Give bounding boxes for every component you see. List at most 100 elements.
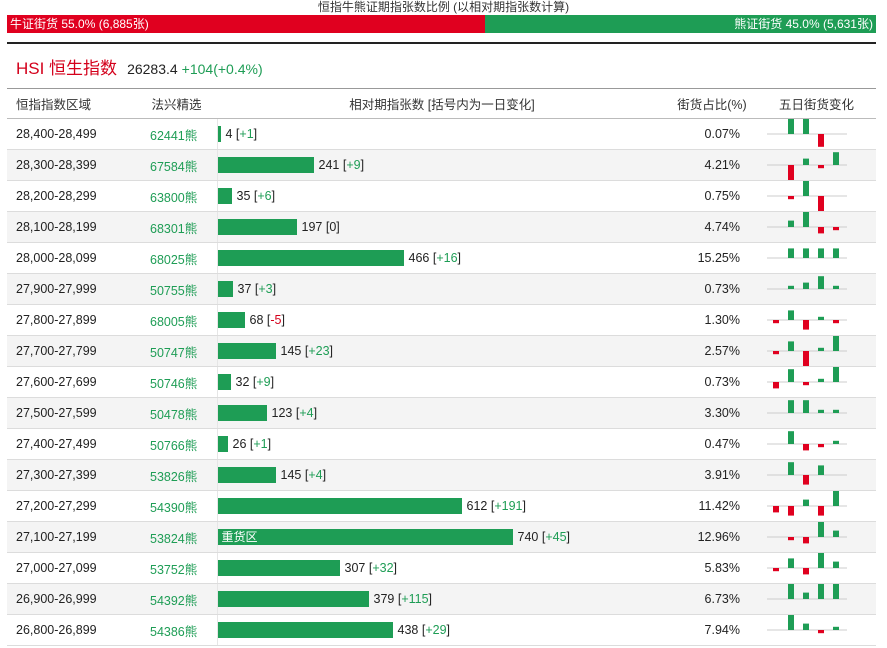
contracts-label: 197 [0] <box>301 220 340 234</box>
contracts-cell: 466 [+16] <box>217 242 667 274</box>
warrant-code-link[interactable]: 50746熊 <box>136 366 218 398</box>
contracts-label: 612 [+191] <box>466 499 526 513</box>
five-day-sparkline <box>767 522 847 544</box>
divider <box>7 88 876 89</box>
contracts-cell: 197 [0] <box>217 211 667 243</box>
table-row: 27,600-27,699 50746熊 32 [+9] 0.73% <box>7 366 876 398</box>
contracts-bar <box>217 312 245 328</box>
warrant-code-link[interactable]: 68025熊 <box>136 242 218 274</box>
contracts-bar <box>217 622 393 638</box>
range-cell: 27,100-27,199 <box>7 521 136 553</box>
table-row: 28,000-28,099 68025熊 466 [+16] 15.25% <box>7 242 876 274</box>
contracts-cell: 123 [+4] <box>217 397 667 429</box>
range-cell: 27,600-27,699 <box>7 366 136 398</box>
contracts-label: 68 [-5] <box>249 313 285 327</box>
contracts-bar <box>217 436 228 452</box>
warrant-code-link[interactable]: 53826熊 <box>136 459 218 491</box>
contracts-count: 68 <box>249 313 264 327</box>
warrant-code-link[interactable]: 67584熊 <box>136 149 218 181</box>
daily-change: +191 <box>494 499 523 513</box>
sparkline-bar <box>803 212 809 227</box>
share-cell: 1.30% <box>667 304 757 336</box>
range-cell: 27,400-27,499 <box>7 428 136 460</box>
sparkline-bar <box>818 196 824 211</box>
sparkline-bar <box>818 347 824 351</box>
contracts-bar <box>217 219 297 235</box>
contracts-cell: 438 [+29] <box>217 614 667 646</box>
contracts-label: 438 [+29] <box>397 623 451 637</box>
sparkline-bar <box>788 462 794 475</box>
contracts-bar <box>217 188 232 204</box>
contracts-bar: 重货区 <box>217 529 513 545</box>
sparkline-bar <box>788 400 794 413</box>
warrant-code-link[interactable]: 62441熊 <box>136 118 218 150</box>
five-day-sparkline <box>767 431 847 451</box>
sparkline-bar <box>818 630 824 634</box>
sparkline-bar <box>833 561 839 568</box>
daily-change: +6 <box>257 189 272 203</box>
sparkline-bar <box>788 310 794 320</box>
sparkline-bar <box>803 592 809 599</box>
index-name[interactable]: HSI 恒生指数 <box>16 59 118 78</box>
warrant-code-link[interactable]: 54390熊 <box>136 490 218 522</box>
warrant-code-link[interactable]: 50747熊 <box>136 335 218 367</box>
five-day-sparkline <box>767 181 847 211</box>
share-cell: 3.30% <box>667 397 757 429</box>
share-cell: 12.96% <box>667 521 757 553</box>
sparkline-bar <box>773 506 779 513</box>
contracts-count: 241 <box>318 158 340 172</box>
warrant-code-link[interactable]: 50766熊 <box>136 428 218 460</box>
divider <box>7 42 876 44</box>
bar-wrap: 379 [+115] <box>217 591 668 607</box>
table-row: 27,500-27,599 50478熊 123 [+4] 3.30% <box>7 397 876 429</box>
cbbc-distribution-table: 恒指指数区域 法兴精选 相对期指张数 [括号内为一日变化] 街货占比(%) 五日… <box>7 89 876 646</box>
table-row: 26,900-26,999 54392熊 379 [+115] 6.73% <box>7 583 876 615</box>
contracts-bar <box>217 405 267 421</box>
sparkline-bar <box>803 444 809 451</box>
daily-change: +1 <box>253 437 268 451</box>
share-cell: 11.42% <box>667 490 757 522</box>
sparkline-bar <box>818 276 824 289</box>
five-day-cell <box>757 242 876 274</box>
bull-share-segment: 牛证街货 55.0% (6,885张) <box>7 15 485 33</box>
sparkline-bar <box>818 409 824 413</box>
warrant-code-link[interactable]: 53824熊 <box>136 521 218 553</box>
daily-change: +23 <box>308 344 330 358</box>
share-cell: 5.83% <box>667 552 757 584</box>
sparkline-bar <box>833 285 839 289</box>
warrant-code-link[interactable]: 50478熊 <box>136 397 218 429</box>
sparkline-bar <box>773 320 779 324</box>
five-day-sparkline <box>767 276 847 290</box>
sparkline-bar <box>833 584 839 599</box>
range-cell: 27,200-27,299 <box>7 490 136 522</box>
five-day-sparkline <box>767 491 847 516</box>
sparkline-bar <box>818 316 824 320</box>
contracts-cell: 26 [+1] <box>217 428 667 460</box>
warrant-code-link[interactable]: 68005熊 <box>136 304 218 336</box>
warrant-code-link[interactable]: 68301熊 <box>136 211 218 243</box>
sparkline-bar <box>818 506 824 516</box>
share-cell: 15.25% <box>667 242 757 274</box>
range-cell: 28,400-28,499 <box>7 118 136 150</box>
sparkline-bar <box>788 431 794 444</box>
share-cell: 3.91% <box>667 459 757 491</box>
contracts-count: 379 <box>373 592 395 606</box>
warrant-code-link[interactable]: 54386熊 <box>136 614 218 646</box>
warrant-code-link[interactable]: 53752熊 <box>136 552 218 584</box>
bar-wrap: 241 [+9] <box>217 157 668 173</box>
sparkline-bar <box>833 530 839 537</box>
daily-change: +9 <box>256 375 271 389</box>
contracts-bar <box>217 591 369 607</box>
sparkline-bar <box>833 491 839 506</box>
contracts-label: 26 [+1] <box>232 437 272 451</box>
five-day-cell <box>757 366 876 398</box>
index-change: +104(+0.4%) <box>181 61 263 77</box>
warrant-code-link[interactable]: 63800熊 <box>136 180 218 212</box>
contracts-bar <box>217 281 233 297</box>
table-row: 27,900-27,999 50755熊 37 [+3] 0.73% <box>7 273 876 305</box>
contracts-label: 145 [+23] <box>280 344 334 358</box>
warrant-code-link[interactable]: 54392熊 <box>136 583 218 615</box>
table-row: 27,000-27,099 53752熊 307 [+32] 5.83% <box>7 552 876 584</box>
share-cell: 2.57% <box>667 335 757 367</box>
warrant-code-link[interactable]: 50755熊 <box>136 273 218 305</box>
